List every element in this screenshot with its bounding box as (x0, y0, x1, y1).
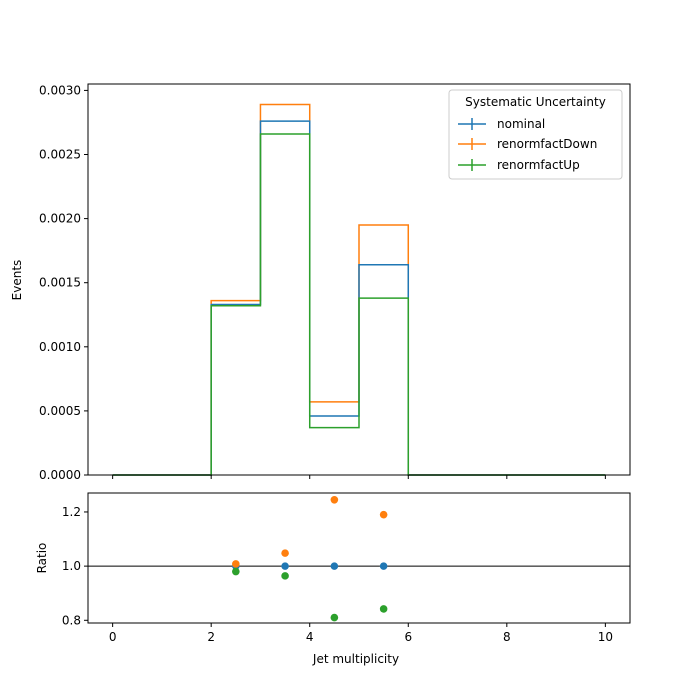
ratio-point-renormfactdown (281, 549, 289, 557)
ratio-y-axis-label: Ratio (35, 543, 49, 574)
ratio-point-renormfactup (379, 605, 388, 613)
legend-title: Systematic Uncertainty (465, 95, 606, 109)
ratio-x-tick-label: 2 (207, 630, 215, 644)
ratio-point-renormfactup (232, 567, 240, 576)
y-tick-label: 0.0005 (39, 404, 81, 418)
ratio-x-tick-label: 6 (404, 630, 412, 644)
ratio-x-tick-label: 0 (109, 630, 117, 644)
y-axis-label: Events (10, 260, 24, 301)
ratio-point-nominal (281, 562, 289, 570)
y-tick-label: 0.0000 (39, 468, 81, 482)
legend: Systematic Uncertainty nominal renormfac… (448, 89, 623, 180)
ratio-point-renormfactdown (330, 495, 339, 504)
ratio-y-tick-label: 1.2 (62, 505, 81, 519)
legend-entry-renormfactup: renormfactUp (458, 158, 580, 172)
y-tick-label: 0.0015 (39, 276, 81, 290)
x-axis-label: Jet multiplicity (312, 652, 399, 666)
main-axes-frame (87, 83, 631, 476)
legend-label-renormfactdown: renormfactDown (497, 137, 597, 151)
ratio-y-tick-label: 1.0 (62, 559, 81, 573)
ratio-y-axis-ticks: 0.8 1.0 1.2 (62, 505, 88, 627)
x-axis-ticks (112, 475, 606, 479)
ratio-x-tick-label: 4 (306, 630, 314, 644)
y-tick-label: 0.0020 (39, 212, 81, 226)
ratio-x-axis-ticks: 0 2 4 6 8 10 (109, 623, 613, 644)
ratio-point-nominal (330, 562, 339, 570)
y-tick-label: 0.0010 (39, 340, 81, 354)
legend-entry-renormfactdown: renormfactDown (458, 137, 597, 151)
ratio-x-tick-label: 10 (598, 630, 613, 644)
y-tick-label: 0.0030 (39, 83, 81, 97)
ratio-point-renormfactup (281, 572, 289, 580)
legend-label-renormfactup: renormfactUp (497, 158, 580, 172)
legend-box (448, 89, 623, 180)
ratio-axes-frame (87, 492, 631, 624)
ratio-point-renormfactup (330, 613, 339, 622)
ratio-point-renormfactdown (379, 510, 388, 519)
y-tick-label: 0.0025 (39, 148, 81, 162)
y-axis-ticks: 0.0000 0.0005 0.0010 0.0015 0.0020 0.0025 0.00… (39, 83, 88, 482)
legend-label-nominal: nominal (497, 117, 545, 131)
ratio-point-nominal (379, 562, 388, 570)
ratio-panel: 0.8 1.0 1.2 0 2 4 6 8 10 Ratio Jet multiplicity (35, 492, 631, 666)
ratio-x-tick-label: 8 (503, 630, 511, 644)
ratio-points (232, 495, 388, 622)
ratio-y-tick-label: 0.8 (62, 613, 81, 627)
main-histogram-panel: 0.0000 0.0005 0.0010 0.0015 0.0020 0.0025 0.00… (10, 83, 631, 482)
legend-entry-nominal: nominal (458, 117, 545, 131)
ratio-point-renormfactdown (232, 560, 240, 568)
